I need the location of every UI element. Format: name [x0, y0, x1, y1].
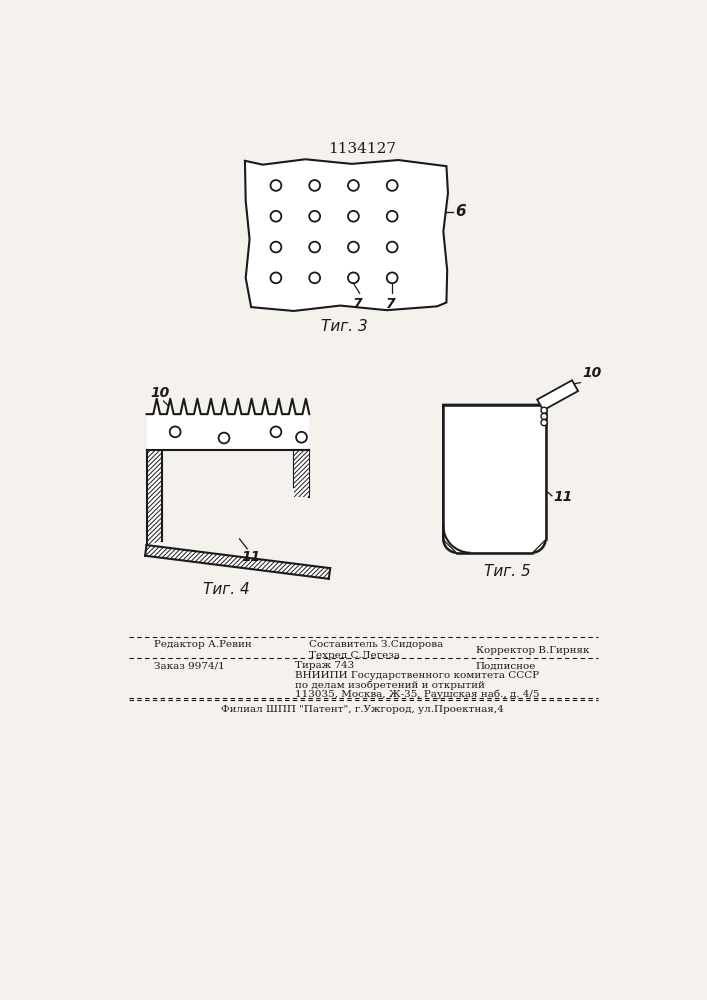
- Polygon shape: [443, 405, 546, 553]
- Circle shape: [218, 433, 230, 443]
- Text: Тираж 743: Тираж 743: [296, 661, 354, 670]
- Polygon shape: [245, 159, 448, 311]
- Circle shape: [271, 272, 281, 283]
- Circle shape: [387, 211, 397, 222]
- Circle shape: [387, 242, 397, 252]
- Circle shape: [309, 211, 320, 222]
- Text: 7: 7: [386, 297, 395, 311]
- Circle shape: [271, 242, 281, 252]
- Circle shape: [271, 426, 281, 437]
- Text: 10: 10: [150, 386, 169, 400]
- Text: Корректор В.Гирняк: Корректор В.Гирняк: [476, 646, 590, 655]
- Circle shape: [271, 180, 281, 191]
- Polygon shape: [146, 450, 162, 545]
- Polygon shape: [537, 380, 578, 410]
- Circle shape: [309, 272, 320, 283]
- Circle shape: [170, 426, 180, 437]
- Text: Подписное: Подписное: [476, 661, 536, 670]
- Text: Филиал ШПП "Патент", г.Ужгород, ул.Проектная,4: Филиал ШПП "Патент", г.Ужгород, ул.Проек…: [221, 705, 503, 714]
- Polygon shape: [146, 414, 309, 450]
- Text: Редактор А.Ревин: Редактор А.Ревин: [154, 640, 252, 649]
- Circle shape: [348, 211, 359, 222]
- Text: 113035, Москва, Ж-35, Раушская наб., д. 4/5: 113035, Москва, Ж-35, Раушская наб., д. …: [296, 690, 540, 699]
- Text: Составитель З.Сидорова: Составитель З.Сидорова: [309, 640, 443, 649]
- Polygon shape: [146, 399, 309, 414]
- Circle shape: [541, 413, 547, 420]
- Text: 6: 6: [456, 204, 467, 219]
- Text: 11: 11: [242, 550, 261, 564]
- Text: 7: 7: [354, 297, 363, 311]
- Circle shape: [541, 420, 547, 426]
- Circle shape: [309, 242, 320, 252]
- Circle shape: [348, 242, 359, 252]
- Circle shape: [541, 407, 547, 413]
- Text: Техред С.Легеза: Техред С.Легеза: [309, 651, 400, 660]
- Text: ВНИИПИ Государственного комитета СССР: ВНИИПИ Государственного комитета СССР: [296, 671, 539, 680]
- Text: Τиг. 5: Τиг. 5: [484, 564, 530, 579]
- Text: 10: 10: [583, 366, 602, 380]
- Text: по делам изобретений и открытий: по делам изобретений и открытий: [296, 681, 485, 690]
- Text: Τиг. 3: Τиг. 3: [321, 319, 368, 334]
- Circle shape: [309, 180, 320, 191]
- Polygon shape: [293, 450, 309, 497]
- Text: 11: 11: [554, 490, 573, 504]
- Text: 1134127: 1134127: [328, 142, 396, 156]
- Polygon shape: [145, 545, 330, 579]
- Circle shape: [387, 272, 397, 283]
- Polygon shape: [443, 405, 546, 553]
- Text: Τиг. 4: Τиг. 4: [203, 582, 250, 597]
- Circle shape: [387, 180, 397, 191]
- Circle shape: [348, 180, 359, 191]
- Circle shape: [296, 432, 307, 443]
- Circle shape: [348, 272, 359, 283]
- Circle shape: [271, 211, 281, 222]
- Text: Заказ 9974/1: Заказ 9974/1: [154, 661, 225, 670]
